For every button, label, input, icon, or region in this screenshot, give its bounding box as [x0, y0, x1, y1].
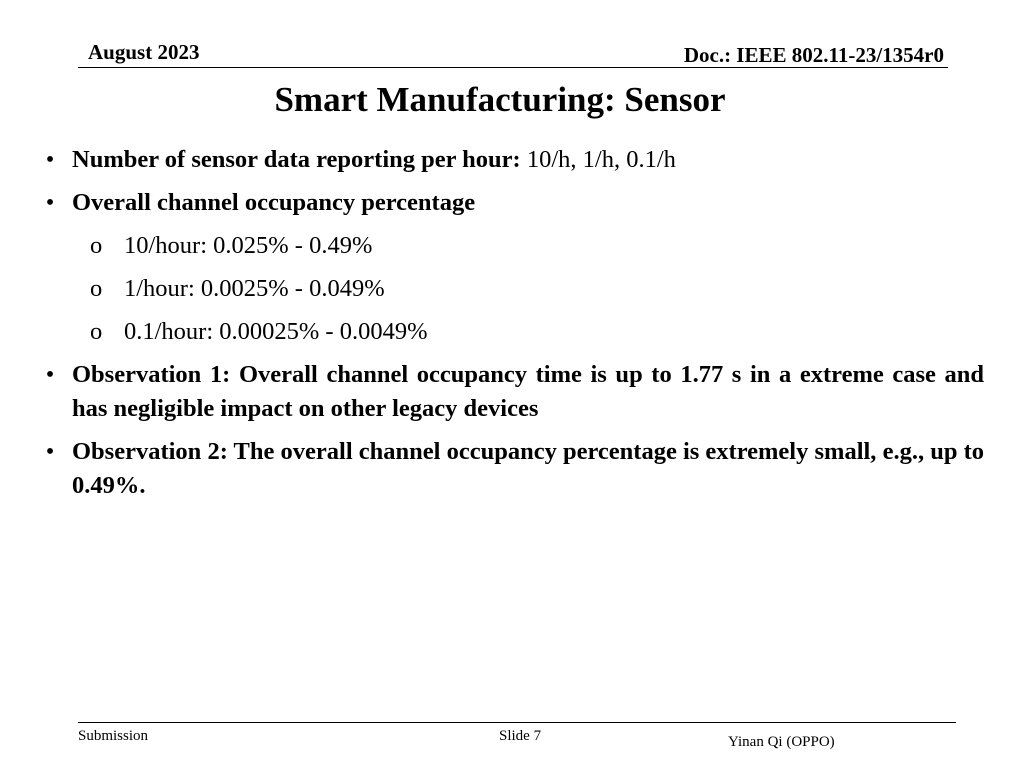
header-divider — [78, 67, 948, 68]
sub-bullet-marker: o — [90, 275, 103, 302]
bullet-observation-1: • Observation 1: Overall channel occupan… — [40, 358, 984, 426]
sub-bullet-text: 0.1/hour: 0.00025% - 0.0049% — [124, 318, 428, 345]
bullet-text: Observation 2: The overall channel occup… — [72, 438, 984, 499]
sub-bullet-marker: o — [90, 318, 103, 345]
bullet-label: Overall channel occupancy percentage — [72, 189, 476, 216]
header-doc-id: Doc.: IEEE 802.11-23/1354r0 — [683, 43, 944, 67]
bullet-reporting-rate: • Number of sensor data reporting per ho… — [40, 143, 984, 177]
header-date: August 2023 — [88, 40, 200, 64]
bullet-marker: • — [45, 189, 55, 216]
footer-author: Yinan Qi (OPPO) — [728, 734, 835, 750]
footer-slide-number: Slide 7 — [499, 728, 542, 744]
footer-divider — [78, 722, 956, 723]
bullet-text: Observation 1: Overall channel occupancy… — [72, 361, 984, 422]
sub-bullet-text: 10/hour: 0.025% - 0.49% — [124, 232, 373, 259]
bullet-occupancy-percentage: • Overall channel occupancy percentage — [40, 186, 984, 220]
sub-bullet-10-hour: o 10/hour: 0.025% - 0.49% — [40, 229, 984, 263]
slide-title: Smart Manufacturing: Sensor — [274, 80, 726, 119]
sub-bullet-text: 1/hour: 0.0025% - 0.049% — [124, 275, 385, 302]
bullet-observation-2: • Observation 2: The overall channel occ… — [40, 435, 984, 503]
bullet-value: 10/h, 1/h, 0.1/h — [520, 146, 676, 173]
bullet-marker: • — [45, 146, 55, 173]
sub-bullet-1-hour: o 1/hour: 0.0025% - 0.049% — [40, 272, 984, 306]
bullet-marker: • — [45, 361, 55, 388]
bullet-marker: • — [45, 438, 55, 465]
slide-content: • Number of sensor data reporting per ho… — [40, 143, 984, 512]
bullet-label: Number of sensor data reporting per hour… — [72, 146, 521, 173]
sub-bullet-0-1-hour: o 0.1/hour: 0.00025% - 0.0049% — [40, 315, 984, 349]
footer-submission: Submission — [78, 728, 149, 744]
sub-bullet-marker: o — [90, 232, 103, 259]
